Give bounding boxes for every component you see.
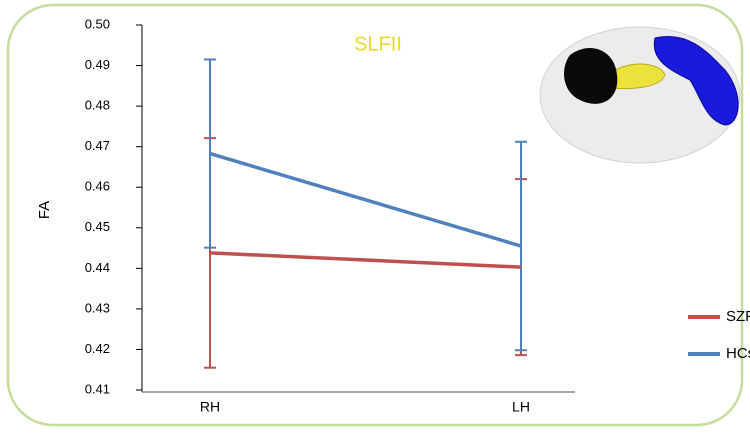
y-tick-label: 0.44	[85, 260, 110, 275]
legend-label: SZPs	[726, 308, 750, 325]
y-tick-label: 0.49	[85, 57, 110, 72]
y-tick-label: 0.45	[85, 219, 110, 234]
x-tick-label: RH	[200, 399, 220, 415]
y-axis-label: FA	[36, 201, 53, 219]
x-tick-label: LH	[512, 399, 530, 415]
legend-label: HCs	[726, 345, 750, 362]
y-tick-label: 0.48	[85, 98, 110, 113]
y-tick-label: 0.47	[85, 138, 110, 153]
chart-title: SLFII	[354, 33, 402, 55]
y-tick-label: 0.46	[85, 179, 110, 194]
y-tick-label: 0.42	[85, 341, 110, 356]
y-tick-label: 0.41	[85, 381, 110, 396]
y-tick-label: 0.43	[85, 300, 110, 315]
chart: SLFII FA 0.41 0.42 0.43 0.44 0.45 0.46 0.47 0.4…	[0, 0, 750, 430]
brain-image	[540, 27, 740, 163]
y-tick-label: 0.50	[85, 16, 110, 31]
